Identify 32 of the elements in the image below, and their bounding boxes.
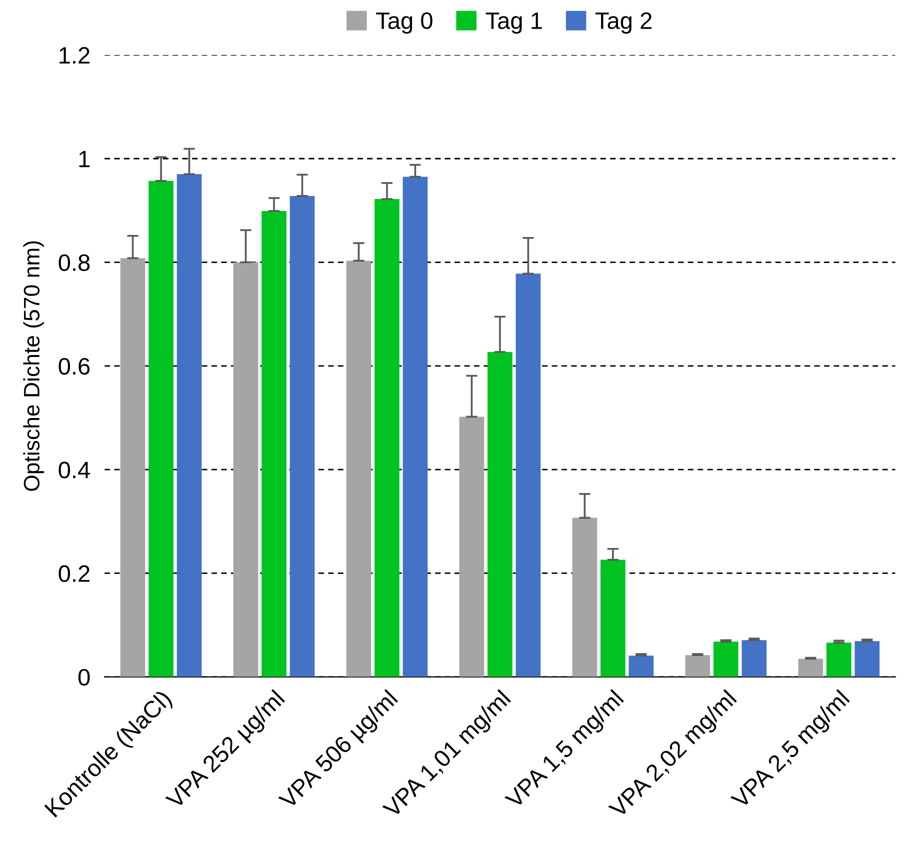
y-tick-label: 0.2 bbox=[58, 565, 90, 582]
bar bbox=[798, 658, 824, 677]
bar bbox=[742, 640, 767, 677]
bar bbox=[290, 196, 315, 677]
bar bbox=[176, 174, 202, 677]
legend-label: Tag 2 bbox=[595, 12, 652, 34]
bar bbox=[402, 176, 428, 677]
bar bbox=[516, 274, 541, 677]
bar bbox=[346, 260, 372, 677]
y-tick-label: 0 bbox=[78, 668, 90, 686]
bar bbox=[826, 642, 852, 677]
bar bbox=[120, 258, 146, 677]
bar bbox=[685, 655, 710, 677]
y-tick-label: 1 bbox=[79, 150, 90, 168]
legend-label: Tag 1 bbox=[486, 12, 542, 34]
bar bbox=[713, 642, 738, 677]
y-tick-label: 0.6 bbox=[58, 358, 90, 375]
bar bbox=[148, 180, 174, 677]
bar bbox=[600, 560, 626, 677]
bar bbox=[628, 656, 654, 677]
legend-label: Tag 0 bbox=[376, 12, 432, 34]
bar bbox=[233, 262, 258, 677]
y-tick-label: 0.4 bbox=[58, 462, 90, 478]
y-tick-label: 1.2 bbox=[60, 47, 90, 64]
y-tick-label: 0.8 bbox=[58, 254, 90, 272]
bar bbox=[572, 518, 598, 677]
bar bbox=[854, 641, 880, 677]
bar bbox=[262, 210, 286, 677]
bar bbox=[374, 199, 400, 677]
bar bbox=[459, 416, 484, 677]
bar bbox=[488, 352, 512, 677]
y-axis-title: Optische Dichte (570 nm) bbox=[23, 241, 44, 491]
